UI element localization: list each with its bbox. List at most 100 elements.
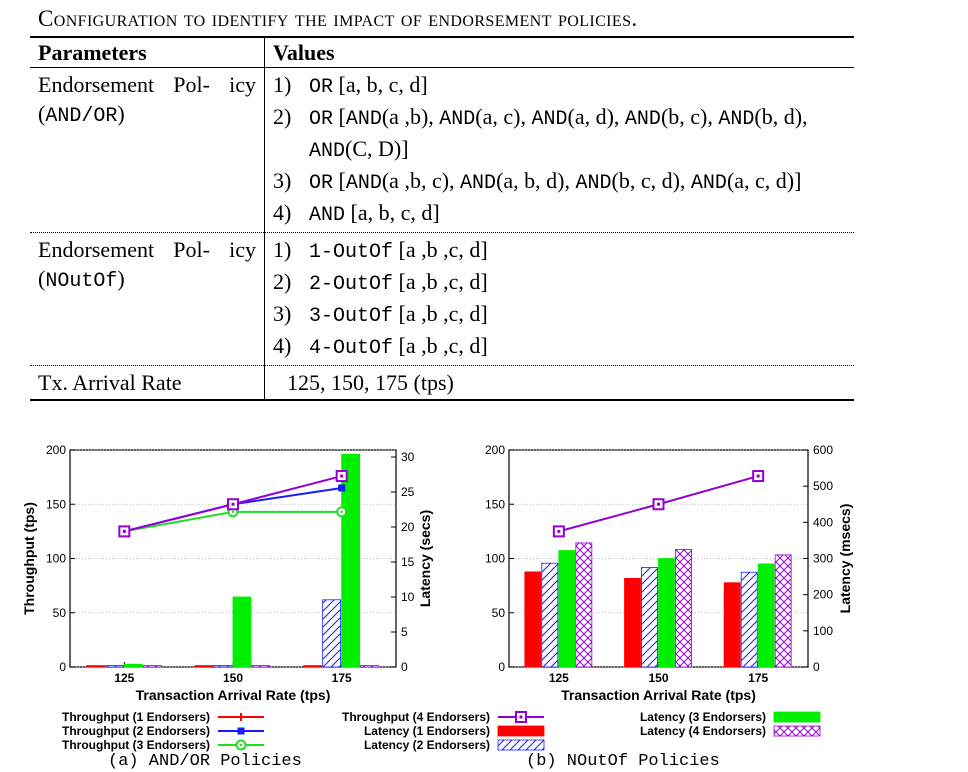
- keyword: AND: [345, 172, 382, 195]
- legend-swatch: [497, 739, 545, 751]
- latency-bar: [232, 596, 252, 668]
- y-tick-label: 100: [485, 552, 505, 566]
- throughput-point-dot: [756, 474, 760, 478]
- x-axis-label: Transaction Arrival Rate (tps): [136, 687, 331, 703]
- keyword: AND: [439, 108, 476, 131]
- table-row: Tx. Arrival Rate 125, 150, 175 (tps): [30, 365, 854, 401]
- latency-bar: [558, 550, 576, 668]
- value-fragment: [a, b, c, d]: [345, 200, 440, 225]
- latency-bar: [194, 665, 214, 668]
- latency-bar: [774, 554, 792, 668]
- y-tick-label: 0: [59, 660, 66, 674]
- value-fragment: [a ,b ,c, d]: [393, 333, 488, 358]
- y2-tick-label: 300: [813, 552, 833, 566]
- value-fragment: [: [333, 104, 346, 129]
- value-text: OR [AND(a ,b), AND(a, c), AND(a, d), AND…: [309, 102, 846, 166]
- value-number: 4): [273, 333, 292, 358]
- keyword: AND: [718, 108, 755, 131]
- header-values: Values: [264, 36, 854, 68]
- value-item: 4) 4-OutOf [a ,b ,c, d]: [273, 331, 846, 363]
- latency-bar: [524, 571, 542, 668]
- latency-bar: [213, 665, 233, 668]
- value-fragment: [a, b, c, d]: [333, 72, 428, 97]
- value-list: 1) 1-OutOf [a ,b ,c, d] 2) 2-OutOf [a ,b ,c…: [273, 235, 846, 363]
- legend-marker-dot: [519, 715, 523, 719]
- value-fragment: (b, c),: [660, 104, 719, 129]
- value-fragment: (a, c),: [475, 104, 532, 129]
- parameter-label: Endorsement Pol- icy (NOutOf): [38, 235, 256, 296]
- latency-bar: [757, 563, 775, 668]
- table-caption: Configuration to identify the impact of …: [38, 6, 638, 31]
- y2-tick-label: 600: [813, 443, 833, 457]
- value-number: 3): [273, 168, 292, 193]
- latency-bar: [123, 663, 143, 668]
- y-tick-label: 150: [485, 497, 505, 511]
- legend-label: Throughput (4 Endorsers): [342, 710, 490, 724]
- keyword: AND: [309, 140, 346, 163]
- y2-tick-label: 400: [813, 515, 833, 529]
- parameter-mono: NOutOf: [45, 270, 118, 293]
- legend-marker: [237, 713, 245, 721]
- keyword: AND: [690, 172, 727, 195]
- latency-bar: [303, 665, 323, 668]
- x-tick-label: 175: [332, 671, 352, 685]
- keyword: AND: [460, 172, 497, 195]
- latency-bar: [624, 577, 641, 668]
- y-tick-label: 200: [485, 443, 505, 457]
- throughput-point: [338, 484, 346, 492]
- subcaption-a: (a) AND/OR Policies: [108, 752, 302, 771]
- y2-tick-label: 100: [813, 624, 833, 638]
- value-item: 4) AND [a, b, c, d]: [273, 198, 846, 230]
- value-number: 4): [273, 200, 292, 225]
- throughput-point-dot: [122, 529, 126, 533]
- y-tick-label: 200: [46, 443, 66, 457]
- x-tick-label: 150: [223, 671, 243, 685]
- legend-swatch: [773, 725, 821, 737]
- y2-tick-label: 15: [401, 555, 415, 569]
- value-item: 3) 3-OutOf [a ,b ,c, d]: [273, 299, 846, 331]
- value-number: 1): [273, 237, 292, 262]
- value-item: 2) 2-OutOf [a ,b ,c, d]: [273, 267, 846, 299]
- latency-bar: [658, 558, 675, 668]
- parameter-text: Endorsement Pol- icy (: [38, 72, 256, 126]
- keyword: AND: [624, 108, 661, 131]
- y-tick-label: 50: [53, 606, 67, 620]
- legend-label: Throughput (3 Endorsers): [62, 738, 210, 752]
- value-fragment: [a ,b ,c, d]: [393, 269, 488, 294]
- value-fragment: (a, c, d)]: [726, 168, 802, 193]
- legend-swatch: [773, 711, 821, 723]
- parameter-cell: Tx. Arrival Rate: [30, 365, 265, 401]
- x-axis-label: Transaction Arrival Rate (tps): [561, 687, 756, 703]
- y2-axis-label: Latency (msecs): [837, 504, 853, 614]
- chart-and-or-policies: 0 50 100 150 200 0 5 10 15 20 25 30 125 150 175Transac…: [21, 443, 433, 703]
- latency-bar: [251, 665, 271, 668]
- throughput-point-dot: [231, 502, 235, 506]
- y2-tick-label: 200: [813, 588, 833, 602]
- subcaption-b: (b) NOutOf Policies: [526, 752, 720, 771]
- value-fragment: (a, b, d),: [496, 168, 576, 193]
- latency-bar: [341, 453, 361, 668]
- legend-label: Throughput (1 Endorsers): [62, 710, 210, 724]
- y2-tick-label: 0: [401, 660, 408, 674]
- parameters-table: Parameters Values Endorsement Pol- icy (…: [30, 36, 854, 401]
- throughput-point-dot: [657, 502, 660, 506]
- value-number: 1): [273, 72, 292, 97]
- parameter-close: ): [117, 266, 125, 291]
- latency-bar: [360, 665, 380, 668]
- latency-bar: [641, 567, 658, 668]
- legend-marker: [237, 727, 245, 735]
- latency-bar: [541, 562, 559, 668]
- value-text: AND [a, b, c, d]: [309, 198, 440, 230]
- value-text: OR [a, b, c, d]: [309, 70, 428, 102]
- throughput-point-dot: [340, 510, 343, 514]
- table-row: Endorsement Pol- icy (AND/OR) 1) OR [a, b,…: [30, 67, 854, 233]
- latency-bar: [575, 542, 593, 668]
- x-tick-label: 125: [549, 671, 569, 685]
- y2-tick-label: 20: [401, 520, 415, 534]
- value-text: 2-OutOf [a ,b ,c, d]: [309, 267, 488, 299]
- throughput-point-dot: [231, 510, 235, 514]
- legend-swatch: [497, 725, 545, 737]
- y2-tick-label: 25: [401, 485, 415, 499]
- keyword: 2-OutOf: [309, 273, 394, 296]
- header-parameters: Parameters: [30, 36, 265, 68]
